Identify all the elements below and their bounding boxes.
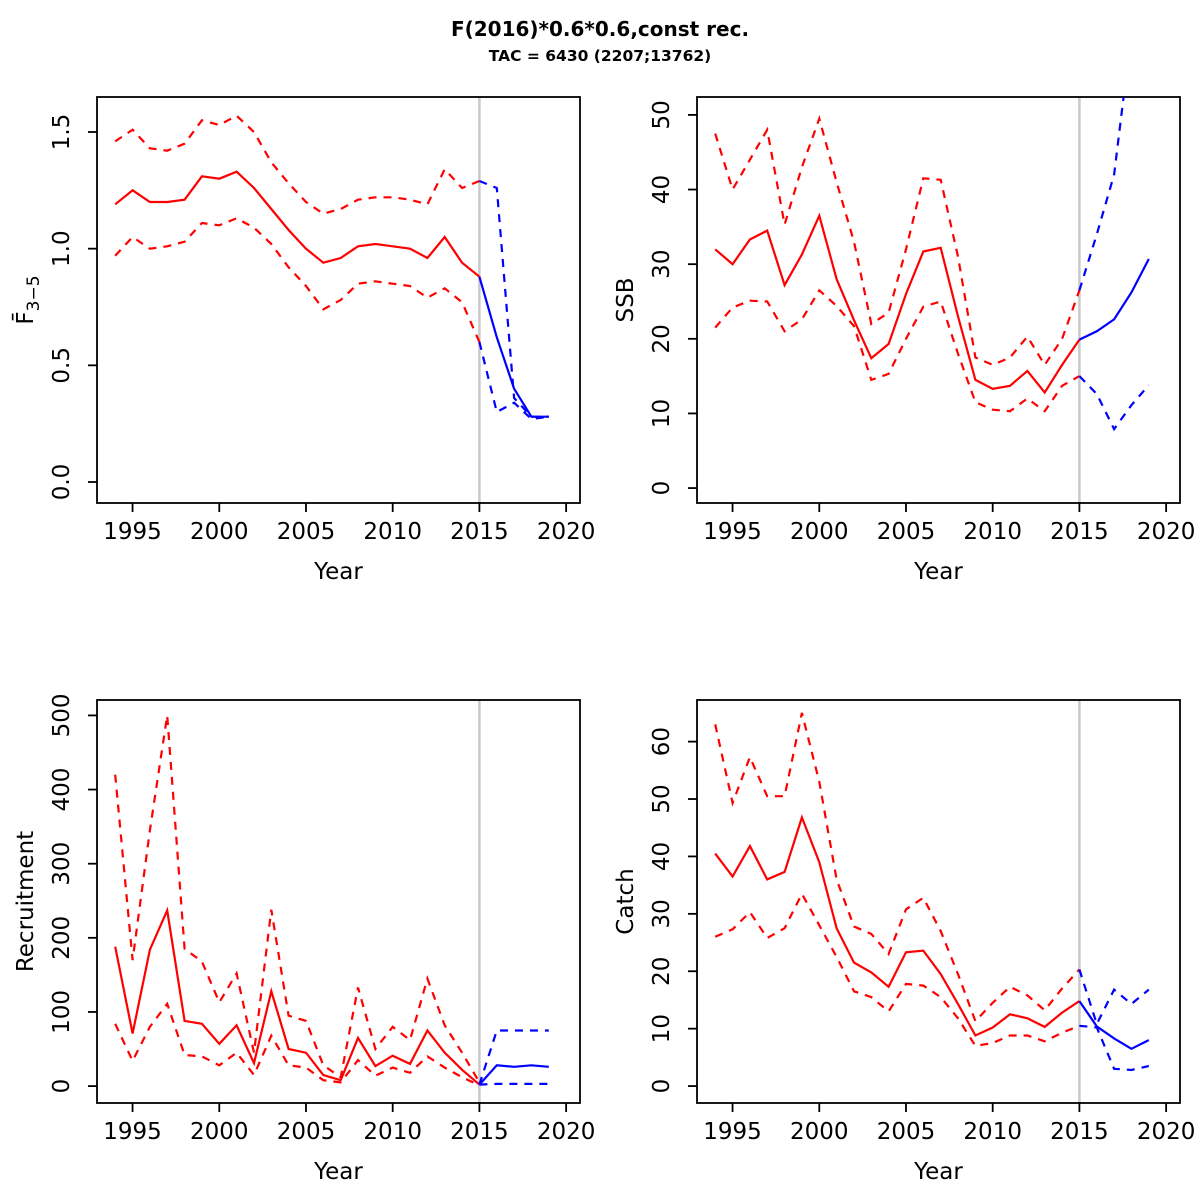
ssb-x-tick-label: 2005 <box>877 519 936 545</box>
ssb-forecast-lower-ci-line <box>1078 375 1150 432</box>
catch-history-median-line <box>714 814 1081 1037</box>
catch-y-tick-label: 10 <box>649 1014 675 1043</box>
recruitment-x-tick-label: 1995 <box>103 1119 162 1145</box>
f-x-tick-label: 2005 <box>277 519 336 545</box>
recruitment-x-tick-label: 2010 <box>363 1119 422 1145</box>
figure-title: F(2016)*0.6*0.6,const rec. <box>451 17 749 41</box>
ssb-forecast-upper-ci-line <box>1078 96 1125 291</box>
f-history-upper-ci-line <box>114 114 480 215</box>
catch-plot-box <box>696 699 1181 1104</box>
ssb-y-tick-label: 0 <box>649 481 675 496</box>
catch-y-tick-label: 30 <box>649 899 675 928</box>
recruitment-y-tick-label: 0 <box>49 1079 75 1094</box>
ssb-x-tick-label: 2015 <box>1050 519 1109 545</box>
recruitment-y-tick-label: 300 <box>49 842 75 886</box>
recruitment-y-tick-label: 400 <box>49 768 75 812</box>
catch-y-tick-label: 50 <box>649 784 675 813</box>
recruitment-y-tick-label: 200 <box>49 916 75 960</box>
f-y-tick-label: 0.5 <box>49 347 75 384</box>
f-plot-box <box>96 96 581 504</box>
recruitment-plot-box <box>96 699 581 1104</box>
catch-forecast-upper-ci-line <box>1078 969 1150 1028</box>
ssb-x-axis-title: Year <box>913 559 963 585</box>
catch-y-tick-label: 60 <box>649 727 675 756</box>
f-history-median-line <box>114 170 481 278</box>
catch-y-axis-title: Catch <box>613 868 639 934</box>
ssb-x-tick-label: 2020 <box>1137 519 1196 545</box>
recruitment-y-axis-title: Recruitment <box>13 831 39 972</box>
f-x-tick-label: 2020 <box>537 519 596 545</box>
f-history-lower-ci-line <box>114 217 481 343</box>
catch-history-upper-ci-line <box>714 712 1081 1024</box>
catch-history-lower-ci-line <box>714 891 1080 1048</box>
panel-recruitment: 1995 2000 2005 2010 2015 2020 0 100 200 300 400 500… <box>13 693 595 1185</box>
f-forecast-lower-ci-line <box>478 341 549 421</box>
recruitment-history-lower-ci-line <box>114 1001 480 1087</box>
recruitment-x-tick-label: 2005 <box>277 1119 336 1145</box>
ssb-y-tick-label: 50 <box>649 100 675 129</box>
recruitment-y-tick-label: 500 <box>49 693 75 737</box>
recruitment-forecast-median-line <box>478 1064 549 1086</box>
ssb-history-lower-ci-line <box>714 288 1080 413</box>
f-forecast-upper-ci-line <box>478 179 549 418</box>
f-forecast-median-line <box>478 276 549 418</box>
panels-group: 1995 2000 2005 2010 2015 20200.00.51.01.5Year… <box>11 96 1196 1185</box>
catch-x-tick-label: 2015 <box>1050 1119 1109 1145</box>
figure-subtitle: TAC = 6430 (2207;13762) <box>489 47 712 65</box>
catch-y-tick-label: 0 <box>649 1079 675 1094</box>
f-y-tick-label: 0.0 <box>49 464 75 501</box>
catch-x-tick-label: 2020 <box>1137 1119 1196 1145</box>
f-x-tick-label: 1995 <box>103 519 162 545</box>
recruitment-forecast-upper-ci-line <box>478 1029 549 1085</box>
f-x-tick-label: 2000 <box>190 519 249 545</box>
recruitment-forecast-lower-ci-line <box>479 1082 549 1086</box>
panel-f: 1995 2000 2005 2010 2015 2020 0.0 0.5 1.0 1.5 Year… <box>11 96 596 585</box>
recruitment-x-axis-title: Year <box>313 1159 363 1185</box>
f-y-tick-label: 1.0 <box>49 230 75 267</box>
catch-y-tick-label: 40 <box>649 842 675 871</box>
recruitment-x-tick-label: 2020 <box>537 1119 596 1145</box>
f-y-tick-label: 1.5 <box>49 114 75 151</box>
ssb-y-tick-label: 10 <box>649 399 675 428</box>
ssb-y-tick-label: 30 <box>649 250 675 279</box>
catch-x-axis-title: Year <box>913 1159 963 1185</box>
ssb-history-median-line <box>714 212 1081 395</box>
catch-x-tick-label: 2005 <box>877 1119 936 1145</box>
f-x-tick-label: 2015 <box>450 519 509 545</box>
recruitment-x-tick-label: 2015 <box>450 1119 509 1145</box>
panel-catch: 1995 2000 2005 2010 2015 2020 0 10 20 30 40 50 60 Yea… <box>613 699 1196 1185</box>
ssb-y-axis-title: SSB <box>613 278 639 323</box>
ssb-x-tick-label: 1995 <box>703 519 762 545</box>
catch-y-tick-label: 20 <box>649 957 675 986</box>
ssb-forecast-median-line <box>1078 258 1150 341</box>
f-y-axis-title: F̄3−5 <box>11 275 44 324</box>
ssb-history-upper-ci-line <box>714 114 1081 367</box>
ssb-y-tick-label: 20 <box>649 324 675 353</box>
panel-ssb: 1995 2000 2005 2010 2015 2020 0 10 20 30 40 50 Year S… <box>613 96 1196 585</box>
catch-forecast-median-line <box>1078 1000 1150 1051</box>
catch-x-tick-label: 2010 <box>963 1119 1022 1145</box>
catch-forecast-lower-ci-line <box>1079 1024 1150 1072</box>
f-x-tick-label: 2010 <box>363 519 422 545</box>
catch-x-tick-label: 2000 <box>790 1119 849 1145</box>
catch-x-tick-label: 1995 <box>703 1119 762 1145</box>
ssb-x-tick-label: 2000 <box>790 519 849 545</box>
recruitment-x-tick-label: 2000 <box>190 1119 249 1145</box>
ssb-y-tick-label: 40 <box>649 175 675 204</box>
ssb-plot-box <box>696 96 1181 504</box>
recruitment-history-upper-ci-line <box>114 715 481 1083</box>
f-x-axis-title: Year <box>313 559 363 585</box>
recruitment-history-median-line <box>114 906 481 1086</box>
recruitment-y-tick-label: 100 <box>49 990 75 1034</box>
ssb-x-tick-label: 2010 <box>963 519 1022 545</box>
